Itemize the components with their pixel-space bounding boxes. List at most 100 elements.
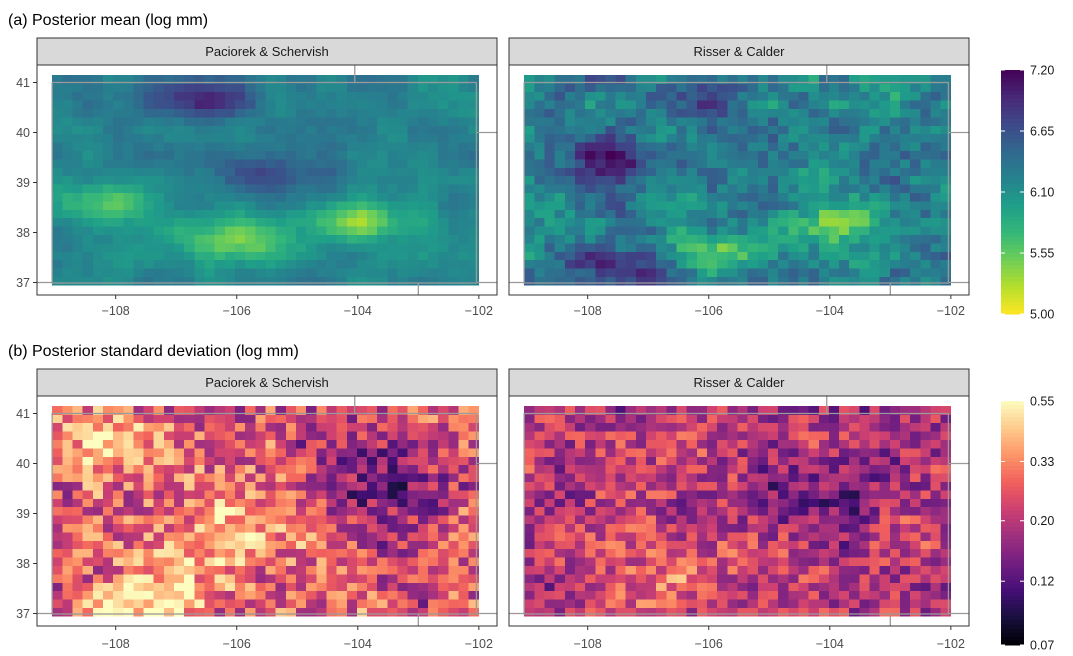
heatmap-cell <box>113 490 124 499</box>
heatmap-cell <box>828 506 840 516</box>
heatmap-cell <box>595 490 606 499</box>
heatmap-cell <box>859 268 870 277</box>
heatmap-cell <box>910 217 921 227</box>
heatmap-cell <box>62 473 73 482</box>
heatmap-cell <box>235 532 246 541</box>
colorbar-segment <box>1001 305 1024 311</box>
heatmap-cell <box>849 532 860 541</box>
heatmap-cell <box>900 167 911 177</box>
heatmap-cell <box>889 582 901 592</box>
heatmap-cell <box>153 209 165 219</box>
heatmap-cell <box>625 506 637 516</box>
heatmap-cell <box>778 506 789 516</box>
heatmap-cell <box>595 276 606 286</box>
heatmap-cell <box>235 448 246 457</box>
heatmap-cell <box>605 599 616 608</box>
heatmap-cell <box>346 100 358 109</box>
heatmap-cell <box>910 557 921 566</box>
heatmap-cell <box>387 473 398 482</box>
heatmap-cell <box>564 243 576 252</box>
heatmap-cell <box>686 582 698 592</box>
heatmap-cell <box>295 506 307 516</box>
heatmap-cell <box>417 243 429 252</box>
heatmap-cell <box>778 259 789 269</box>
heatmap-cell <box>818 439 830 449</box>
heatmap-cell <box>818 117 830 126</box>
heatmap-cell <box>544 251 556 261</box>
heatmap-cell <box>153 414 165 424</box>
heatmap-cell <box>438 422 449 432</box>
heatmap-cell <box>564 422 576 432</box>
heatmap-cell <box>143 532 155 541</box>
heatmap-cell <box>666 540 677 550</box>
heatmap-cell <box>438 498 449 508</box>
heatmap-cell <box>828 456 840 466</box>
heatmap-cell <box>818 540 830 550</box>
heatmap-cell <box>818 133 830 143</box>
heatmap-cell <box>387 590 398 600</box>
heatmap-cell <box>306 167 317 177</box>
heatmap-cell <box>367 83 378 93</box>
heatmap-cell <box>194 464 205 474</box>
heatmap-cell <box>717 251 728 261</box>
heatmap-cell <box>72 83 84 93</box>
heatmap-cell <box>387 133 398 143</box>
heatmap-cell <box>757 184 769 193</box>
heatmap-cell <box>788 473 799 482</box>
heatmap-cell <box>113 557 124 566</box>
heatmap-cell <box>174 548 185 558</box>
heatmap-cell <box>585 83 596 93</box>
heatmap-cell <box>346 125 358 135</box>
heatmap-cell <box>737 133 749 143</box>
heatmap-cell <box>245 133 256 143</box>
heatmap-cell <box>224 540 236 550</box>
heatmap-cell <box>737 226 749 235</box>
heatmap-cell <box>163 175 175 185</box>
heatmap-cell <box>184 557 195 566</box>
heatmap-cell <box>306 100 317 109</box>
colorbar-segment <box>1001 518 1024 524</box>
heatmap-cell <box>428 217 439 227</box>
heatmap-cell <box>295 192 307 202</box>
heatmap-cell <box>123 574 134 583</box>
heatmap-cell <box>646 582 657 592</box>
heatmap-cell <box>387 532 398 541</box>
heatmap-cell <box>595 456 606 466</box>
heatmap-cell <box>346 201 358 210</box>
heatmap-cell <box>554 565 566 575</box>
heatmap-cell <box>818 532 830 541</box>
heatmap-cell <box>615 473 627 482</box>
heatmap-cell <box>554 431 566 440</box>
heatmap-cell <box>448 159 459 168</box>
heatmap-cell <box>235 192 246 202</box>
heatmap-cell <box>377 276 388 286</box>
heatmap-cell <box>326 192 338 202</box>
heatmap-cell <box>839 448 850 457</box>
heatmap-cell <box>808 159 820 168</box>
heatmap-cell <box>356 184 368 193</box>
heatmap-cell <box>224 268 236 277</box>
heatmap-cell <box>879 150 891 160</box>
heatmap-cell <box>757 565 769 575</box>
heatmap-cell <box>174 167 185 177</box>
heatmap-cell <box>102 548 114 558</box>
heatmap-cell <box>194 548 205 558</box>
heatmap-cell <box>174 448 185 457</box>
heatmap-cell <box>102 125 114 135</box>
heatmap-cell <box>367 192 378 202</box>
heatmap-cell <box>839 251 850 261</box>
heatmap-cell <box>367 590 378 600</box>
heatmap-cell <box>407 159 419 168</box>
heatmap-cell <box>275 414 287 424</box>
heatmap-cell <box>326 498 338 508</box>
heatmap-cell <box>757 557 769 566</box>
heatmap-cell <box>326 431 338 440</box>
heatmap-cell <box>585 201 596 210</box>
heatmap-cell <box>336 532 348 541</box>
heatmap-cell <box>153 226 165 235</box>
heatmap-cell <box>788 548 799 558</box>
heatmap-cell <box>265 108 277 118</box>
heatmap-cell <box>534 209 545 219</box>
heatmap-cell <box>224 523 236 533</box>
heatmap-cell <box>448 515 459 524</box>
